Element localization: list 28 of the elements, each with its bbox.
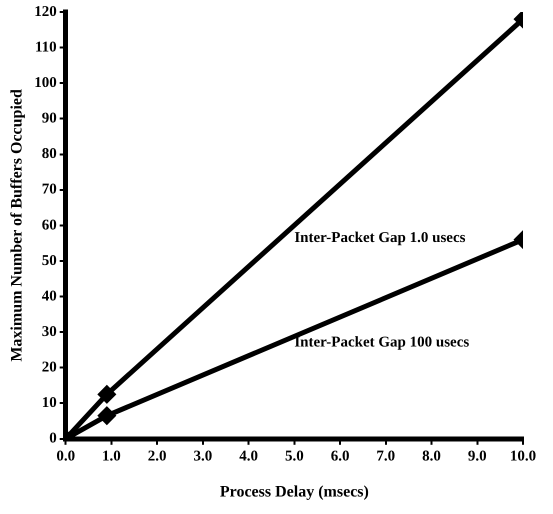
- y-tick-label: 90: [42, 110, 57, 127]
- y-tick-label: 70: [42, 182, 57, 198]
- y-tick-label: 0: [49, 430, 57, 447]
- y-tick-label: 50: [42, 252, 57, 269]
- y-tick-label: 30: [42, 324, 57, 340]
- x-tick-label: 6.0: [330, 448, 350, 465]
- x-tick-label: 1.0: [102, 448, 121, 465]
- y-tick-label: 80: [42, 146, 57, 162]
- y-tick-label: 110: [35, 39, 57, 56]
- y-tick-label: 10: [42, 395, 57, 412]
- y-tick-label: 100: [34, 75, 57, 92]
- y-axis-title: Maximum Number of Buffers Occupied: [8, 89, 26, 362]
- y-tick-label: 120: [34, 4, 57, 20]
- x-tick-label: 2.0: [148, 448, 167, 465]
- x-tick-label: 7.0: [376, 448, 396, 465]
- y-tick-label: 40: [42, 288, 57, 304]
- x-tick-label: 8.0: [422, 448, 441, 465]
- series-label: Inter-Packet Gap 100 usecs: [294, 334, 470, 351]
- x-tick-label: 0.0: [56, 448, 76, 465]
- x-tick-label: 4.0: [239, 448, 258, 465]
- x-tick-label: 3.0: [194, 448, 212, 465]
- series-label: Inter-Packet Gap 1.0 usecs: [294, 230, 466, 246]
- x-tick-label: 5.0: [284, 448, 304, 465]
- x-axis-title: Process Delay (msecs): [220, 484, 369, 501]
- y-tick-label: 20: [42, 360, 57, 376]
- x-tick-label: 9.0: [468, 448, 487, 465]
- x-tick-label: 10.0: [510, 448, 536, 465]
- y-tick-label: 60: [42, 217, 57, 234]
